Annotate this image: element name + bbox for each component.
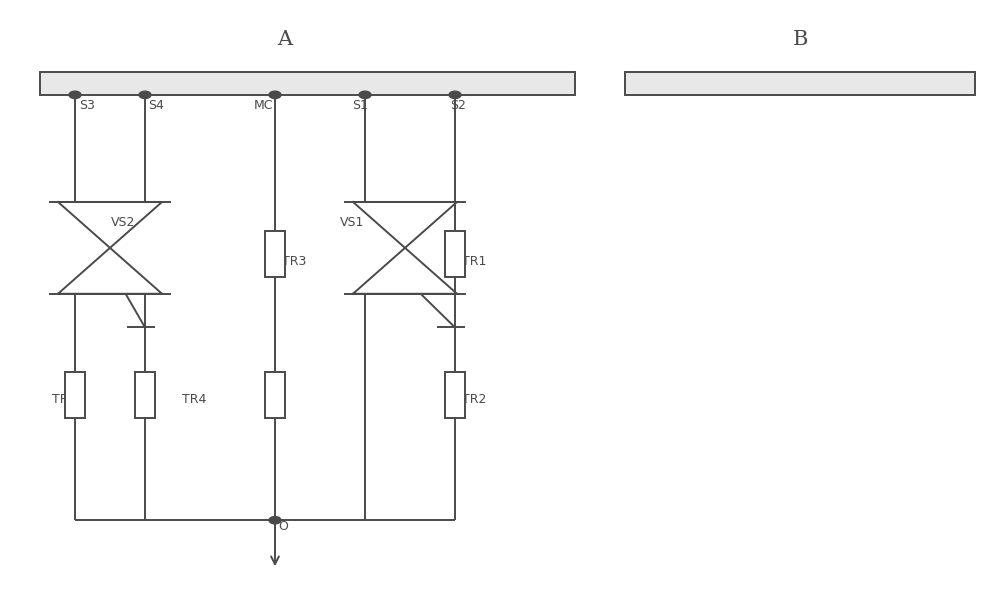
Text: TR2: TR2	[462, 392, 486, 406]
Circle shape	[269, 517, 281, 524]
Bar	[65, 371, 85, 417]
Text: VS1: VS1	[340, 216, 364, 230]
Text: O: O	[278, 520, 288, 533]
Text: S2: S2	[450, 99, 466, 113]
Bar	[625, 72, 975, 95]
Text: S4: S4	[148, 99, 164, 113]
Text: B: B	[792, 30, 808, 50]
Circle shape	[69, 91, 81, 99]
Text: MC: MC	[254, 99, 274, 113]
Text: TR3: TR3	[282, 255, 306, 269]
Bar	[40, 72, 575, 95]
Text: S3: S3	[79, 99, 95, 113]
Circle shape	[359, 91, 371, 99]
Bar	[445, 231, 465, 277]
Text: TR5: TR5	[52, 392, 76, 406]
Circle shape	[269, 91, 281, 99]
Bar	[135, 371, 155, 417]
Bar	[265, 371, 285, 417]
Text: TR4: TR4	[182, 392, 206, 406]
Circle shape	[449, 91, 461, 99]
Bar	[265, 231, 285, 277]
Bar	[445, 371, 465, 417]
Text: A: A	[277, 30, 293, 50]
Text: S1: S1	[352, 99, 368, 113]
Circle shape	[139, 91, 151, 99]
Text: TR1: TR1	[462, 255, 486, 269]
Text: VS2: VS2	[111, 216, 135, 230]
